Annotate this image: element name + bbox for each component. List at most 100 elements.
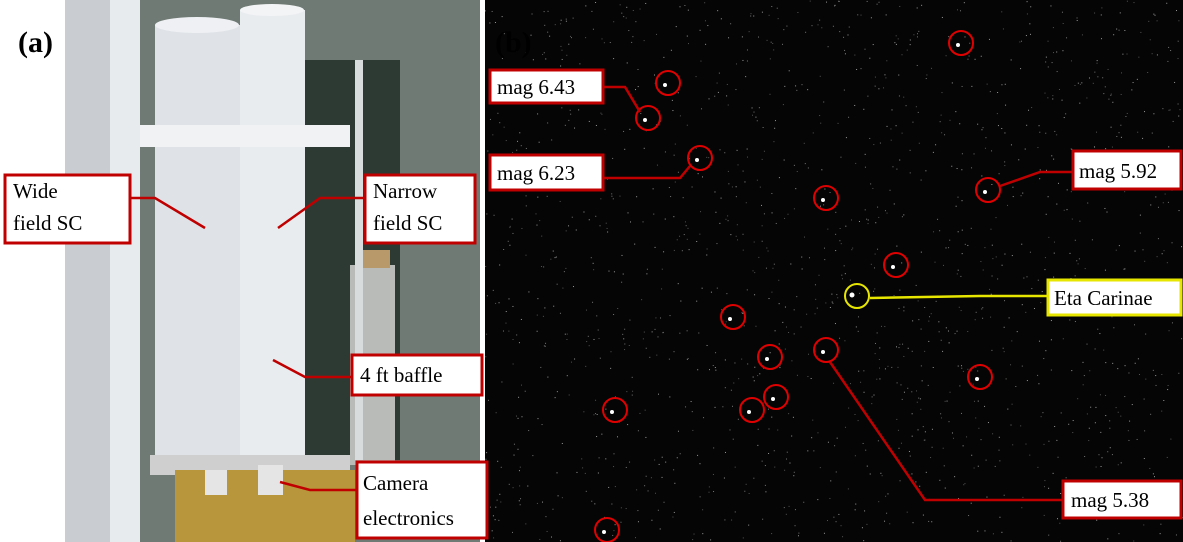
noise-dot	[982, 318, 983, 319]
noise-dot	[837, 297, 838, 298]
noise-dot	[544, 307, 545, 308]
noise-dot	[871, 403, 872, 404]
noise-dot	[981, 56, 982, 57]
noise-dot	[613, 58, 614, 59]
noise-dot	[784, 160, 785, 161]
noise-dot	[884, 521, 885, 522]
noise-dot	[945, 488, 946, 489]
noise-dot	[758, 429, 759, 430]
noise-dot	[1048, 535, 1049, 536]
noise-dot	[768, 453, 769, 454]
noise-dot	[981, 308, 982, 309]
noise-dot	[773, 141, 774, 142]
noise-dot	[791, 360, 792, 361]
noise-dot	[655, 317, 656, 318]
noise-dot	[874, 267, 875, 268]
noise-dot	[941, 340, 942, 341]
noise-dot	[942, 17, 943, 18]
noise-dot	[578, 109, 579, 110]
noise-dot	[1116, 407, 1117, 408]
noise-dot	[1007, 205, 1008, 206]
noise-dot	[953, 438, 954, 439]
noise-dot	[819, 275, 820, 276]
noise-dot	[840, 157, 841, 158]
noise-dot	[819, 115, 820, 116]
noise-dot	[592, 302, 593, 303]
noise-dot	[1104, 208, 1105, 209]
noise-dot	[1139, 374, 1140, 375]
noise-dot	[757, 120, 758, 121]
noise-dot	[760, 187, 761, 188]
noise-dot	[844, 265, 845, 266]
noise-dot	[646, 476, 647, 477]
noise-dot	[1044, 515, 1045, 516]
noise-dot	[621, 507, 622, 508]
noise-dot	[928, 321, 929, 322]
noise-dot	[685, 406, 686, 407]
noise-dot	[1046, 170, 1047, 171]
noise-dot	[1101, 38, 1102, 39]
noise-dot	[1070, 253, 1071, 254]
noise-dot	[656, 355, 657, 356]
noise-dot	[955, 333, 956, 334]
noise-dot	[1107, 538, 1108, 539]
noise-dot	[1121, 72, 1122, 73]
noise-dot	[903, 97, 904, 98]
noise-dot	[858, 331, 859, 332]
noise-dot	[1137, 79, 1138, 80]
noise-dot	[733, 383, 734, 384]
noise-dot	[798, 533, 799, 534]
noise-dot	[1097, 63, 1098, 64]
noise-dot	[605, 458, 606, 459]
noise-dot	[932, 429, 933, 430]
noise-dot	[1051, 155, 1052, 156]
noise-dot	[1120, 416, 1121, 417]
noise-dot	[636, 196, 637, 197]
noise-dot	[737, 224, 738, 225]
noise-dot	[1137, 132, 1138, 133]
noise-dot	[1069, 319, 1070, 320]
noise-dot	[1102, 77, 1103, 78]
noise-dot	[645, 410, 646, 411]
noise-dot	[673, 216, 674, 217]
noise-dot	[1061, 412, 1062, 413]
noise-dot	[877, 249, 878, 250]
noise-dot	[845, 226, 846, 227]
noise-dot	[875, 353, 876, 354]
noise-dot	[636, 489, 637, 490]
star	[891, 265, 895, 269]
noise-dot	[902, 216, 903, 217]
panel-tag: (b)	[495, 26, 532, 59]
noise-dot	[753, 16, 754, 17]
noise-dot	[840, 228, 841, 229]
noise-dot	[728, 171, 729, 172]
noise-dot	[967, 331, 968, 332]
noise-dot	[568, 225, 569, 226]
noise-dot	[763, 127, 764, 128]
noise-dot	[884, 74, 885, 75]
noise-dot	[961, 310, 962, 311]
noise-dot	[611, 193, 612, 194]
noise-dot	[564, 271, 565, 272]
noise-dot	[1046, 57, 1047, 58]
noise-dot	[875, 343, 876, 344]
noise-dot	[757, 180, 758, 181]
noise-dot	[508, 298, 509, 299]
noise-dot	[706, 255, 707, 256]
noise-dot	[1004, 161, 1005, 162]
noise-dot	[836, 294, 837, 295]
label: field SC	[373, 211, 442, 235]
noise-dot	[742, 36, 743, 37]
noise-dot	[644, 485, 645, 486]
noise-dot	[1077, 398, 1078, 399]
noise-dot	[819, 20, 820, 21]
noise-dot	[898, 308, 899, 309]
noise-dot	[596, 315, 597, 316]
noise-dot	[613, 314, 614, 315]
noise-dot	[1012, 444, 1013, 445]
noise-dot	[746, 202, 747, 203]
noise-dot	[525, 391, 526, 392]
noise-dot	[1073, 420, 1074, 421]
noise-dot	[758, 257, 759, 258]
noise-dot	[779, 367, 780, 368]
